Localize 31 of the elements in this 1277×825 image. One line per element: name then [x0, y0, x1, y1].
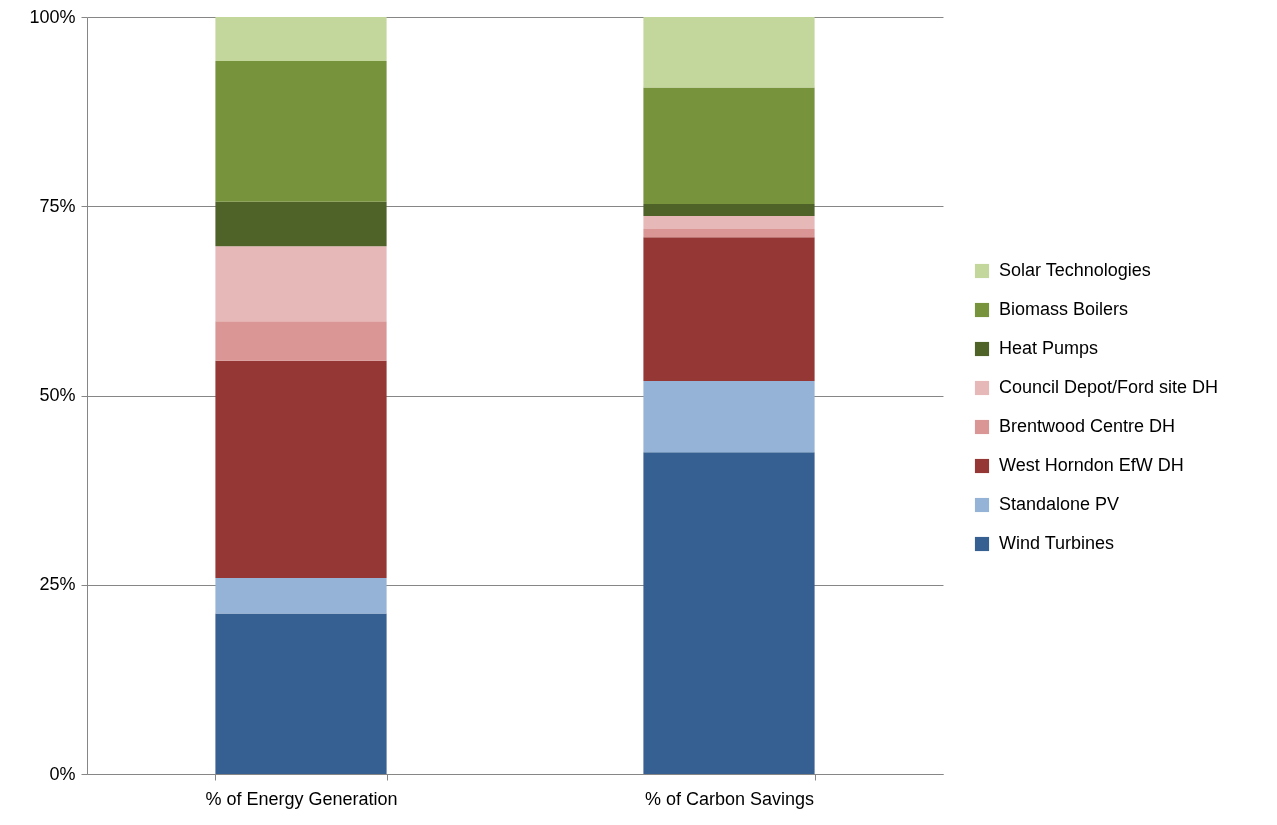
legend-label: Solar Technologies — [999, 260, 1151, 280]
bar — [643, 381, 815, 453]
bar — [215, 577, 387, 614]
bar — [643, 17, 815, 88]
bar — [215, 613, 387, 774]
bar — [643, 237, 815, 382]
y-tick-label: 75% — [39, 195, 76, 216]
x-tick-label: % of Energy Generation — [205, 788, 398, 809]
bar — [215, 17, 387, 61]
bar — [643, 452, 815, 774]
legend-label: Council Depot/Ford site DH — [999, 377, 1219, 397]
bar — [215, 60, 387, 202]
x-tick-label: % of Carbon Savings — [644, 788, 815, 809]
bar — [643, 228, 815, 238]
legend-label: Biomass Boilers — [999, 299, 1129, 319]
legend-label: Wind Turbines — [999, 533, 1115, 553]
y-tick-label: 100% — [29, 6, 76, 27]
bar — [215, 246, 387, 322]
bar — [215, 201, 387, 247]
y-tick-label: 50% — [39, 385, 76, 405]
bar — [643, 87, 815, 204]
y-tick-label: 25% — [39, 574, 76, 595]
bar — [215, 321, 387, 361]
y-tick-label: 0% — [49, 763, 76, 784]
bar — [215, 360, 387, 578]
legend-label: Heat Pumps — [999, 338, 1099, 358]
bar — [643, 203, 815, 217]
bar — [643, 216, 815, 229]
legend-label: Brentwood Centre DH — [999, 416, 1176, 436]
legend-label: West Horndon EfW DH — [999, 455, 1184, 475]
legend-label: Standalone PV — [999, 494, 1120, 514]
